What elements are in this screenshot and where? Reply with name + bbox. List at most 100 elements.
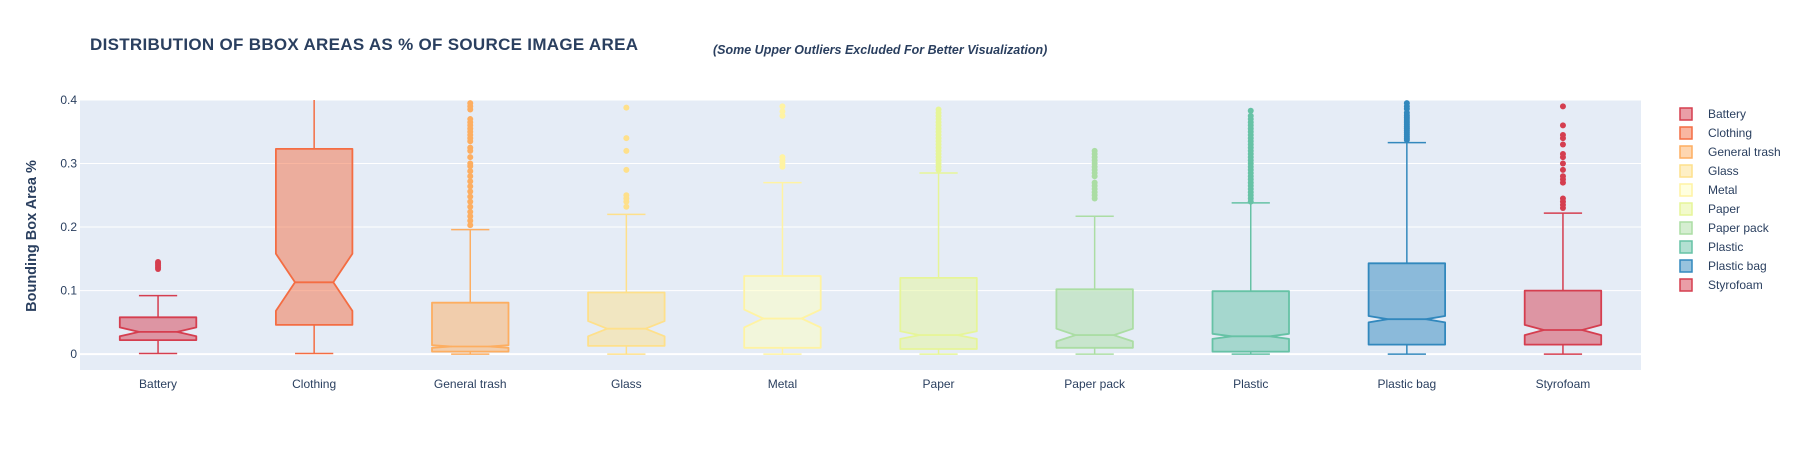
outlier-point: [467, 144, 474, 151]
legend-label: Battery: [1708, 107, 1746, 121]
outlier-point: [623, 203, 630, 210]
x-tick-label: Clothing: [292, 377, 336, 391]
y-axis-label: Bounding Box Area %: [24, 160, 40, 312]
legend-label: Plastic: [1708, 240, 1743, 254]
outlier-point: [155, 259, 162, 265]
legend-label: Styrofoam: [1708, 278, 1763, 292]
legend-swatch: [1679, 202, 1693, 216]
outlier-point: [1403, 100, 1410, 107]
box-0: [118, 259, 198, 355]
legend-swatch: [1679, 278, 1693, 292]
outlier-point: [1559, 131, 1566, 138]
legend-label: Clothing: [1708, 126, 1752, 140]
legend-label: Plastic bag: [1708, 259, 1767, 273]
x-axis-ticks: Battery Clothing General trash Glass Metal Pa…: [139, 377, 1590, 391]
legend-swatch: [1679, 183, 1693, 197]
outlier-point: [467, 178, 474, 185]
outlier-point: [467, 217, 474, 224]
outlier-point: [1559, 141, 1566, 148]
outlier-point: [935, 106, 942, 113]
notched-box: [1523, 289, 1603, 346]
box-9: [1523, 103, 1603, 355]
outlier-point: [467, 168, 474, 175]
legend-item[interactable]: Glass: [1679, 164, 1739, 178]
x-tick-label: Styrofoam: [1536, 377, 1591, 391]
outlier-point: [467, 183, 474, 190]
legend-label: Glass: [1708, 164, 1739, 178]
boxes: [118, 100, 1603, 355]
outlier-point: [779, 112, 786, 119]
x-tick-label: General trash: [434, 377, 507, 391]
box-6: [1055, 147, 1134, 355]
legend-swatch: [1679, 240, 1693, 254]
outlier-point: [467, 222, 474, 229]
legend-swatch: [1679, 164, 1693, 178]
outlier-point: [1247, 112, 1254, 119]
y-axis-ticks: 0 0.1 0.2 0.3 0.4: [60, 93, 77, 361]
legend-swatch: [1679, 221, 1693, 235]
outlier-point: [467, 154, 474, 161]
legend-label: Paper pack: [1708, 221, 1770, 235]
legend-swatch: [1679, 145, 1693, 159]
outlier-point: [467, 100, 474, 107]
legend-item[interactable]: Battery: [1679, 107, 1746, 121]
outlier-point: [779, 154, 786, 161]
x-tick-label: Paper: [923, 377, 955, 391]
notched-box: [118, 316, 198, 342]
outlier-point: [1559, 173, 1566, 180]
box-8: [1367, 100, 1446, 355]
y-tick-label: 0.3: [60, 157, 77, 171]
chart-title: DISTRIBUTION OF BBOX AREAS AS % OF SOURC…: [90, 35, 638, 54]
outlier-point: [623, 166, 630, 173]
outlier-point: [467, 208, 474, 215]
outlier-point: [1559, 160, 1566, 167]
outlier-point: [1559, 166, 1566, 173]
box-5: [899, 106, 978, 355]
legend-item[interactable]: Paper: [1679, 202, 1740, 216]
outlier-point: [779, 108, 786, 115]
notched-box: [431, 301, 510, 353]
outlier-point: [467, 173, 474, 180]
y-tick-label: 0: [70, 347, 77, 361]
notched-box: [1367, 262, 1446, 346]
outlier-point: [467, 203, 474, 210]
box-4: [743, 103, 822, 355]
legend-item[interactable]: Styrofoam: [1679, 278, 1763, 292]
legend: Battery Clothing General trash Glass Metal Pa…: [1679, 107, 1781, 292]
legend-item[interactable]: General trash: [1679, 145, 1781, 159]
box-3: [587, 104, 666, 355]
notched-box: [1055, 288, 1134, 349]
legend-item[interactable]: Metal: [1679, 183, 1737, 197]
outlier-point: [467, 116, 474, 123]
notched-box: [743, 275, 822, 349]
outlier-point: [1559, 195, 1566, 202]
notched-box: [274, 147, 354, 326]
x-tick-label: Plastic: [1233, 377, 1268, 391]
outlier-point: [467, 198, 474, 205]
outlier-point: [623, 104, 630, 111]
outlier-point: [467, 193, 474, 200]
legend-item[interactable]: Plastic bag: [1679, 259, 1767, 273]
outlier-point: [623, 135, 630, 142]
outlier-point: [623, 147, 630, 154]
legend-swatch: [1679, 126, 1693, 140]
legend-item[interactable]: Clothing: [1679, 126, 1752, 140]
chart-subtitle: (Some Upper Outliers Excluded For Better…: [713, 43, 1047, 57]
box-1: [274, 100, 354, 355]
x-tick-label: Battery: [139, 377, 177, 391]
outlier-point: [1559, 122, 1566, 129]
x-tick-label: Glass: [611, 377, 642, 391]
legend-label: Metal: [1708, 183, 1737, 197]
notched-box: [899, 276, 978, 350]
outlier-point: [467, 188, 474, 195]
notched-box: [1211, 290, 1290, 353]
x-tick-label: Metal: [768, 377, 797, 391]
box-2: [431, 100, 510, 355]
x-tick-label: Plastic bag: [1377, 377, 1436, 391]
legend-item[interactable]: Paper pack: [1679, 221, 1770, 235]
outlier-point: [623, 192, 630, 199]
legend-item[interactable]: Plastic: [1679, 240, 1743, 254]
outlier-point: [1559, 103, 1566, 110]
